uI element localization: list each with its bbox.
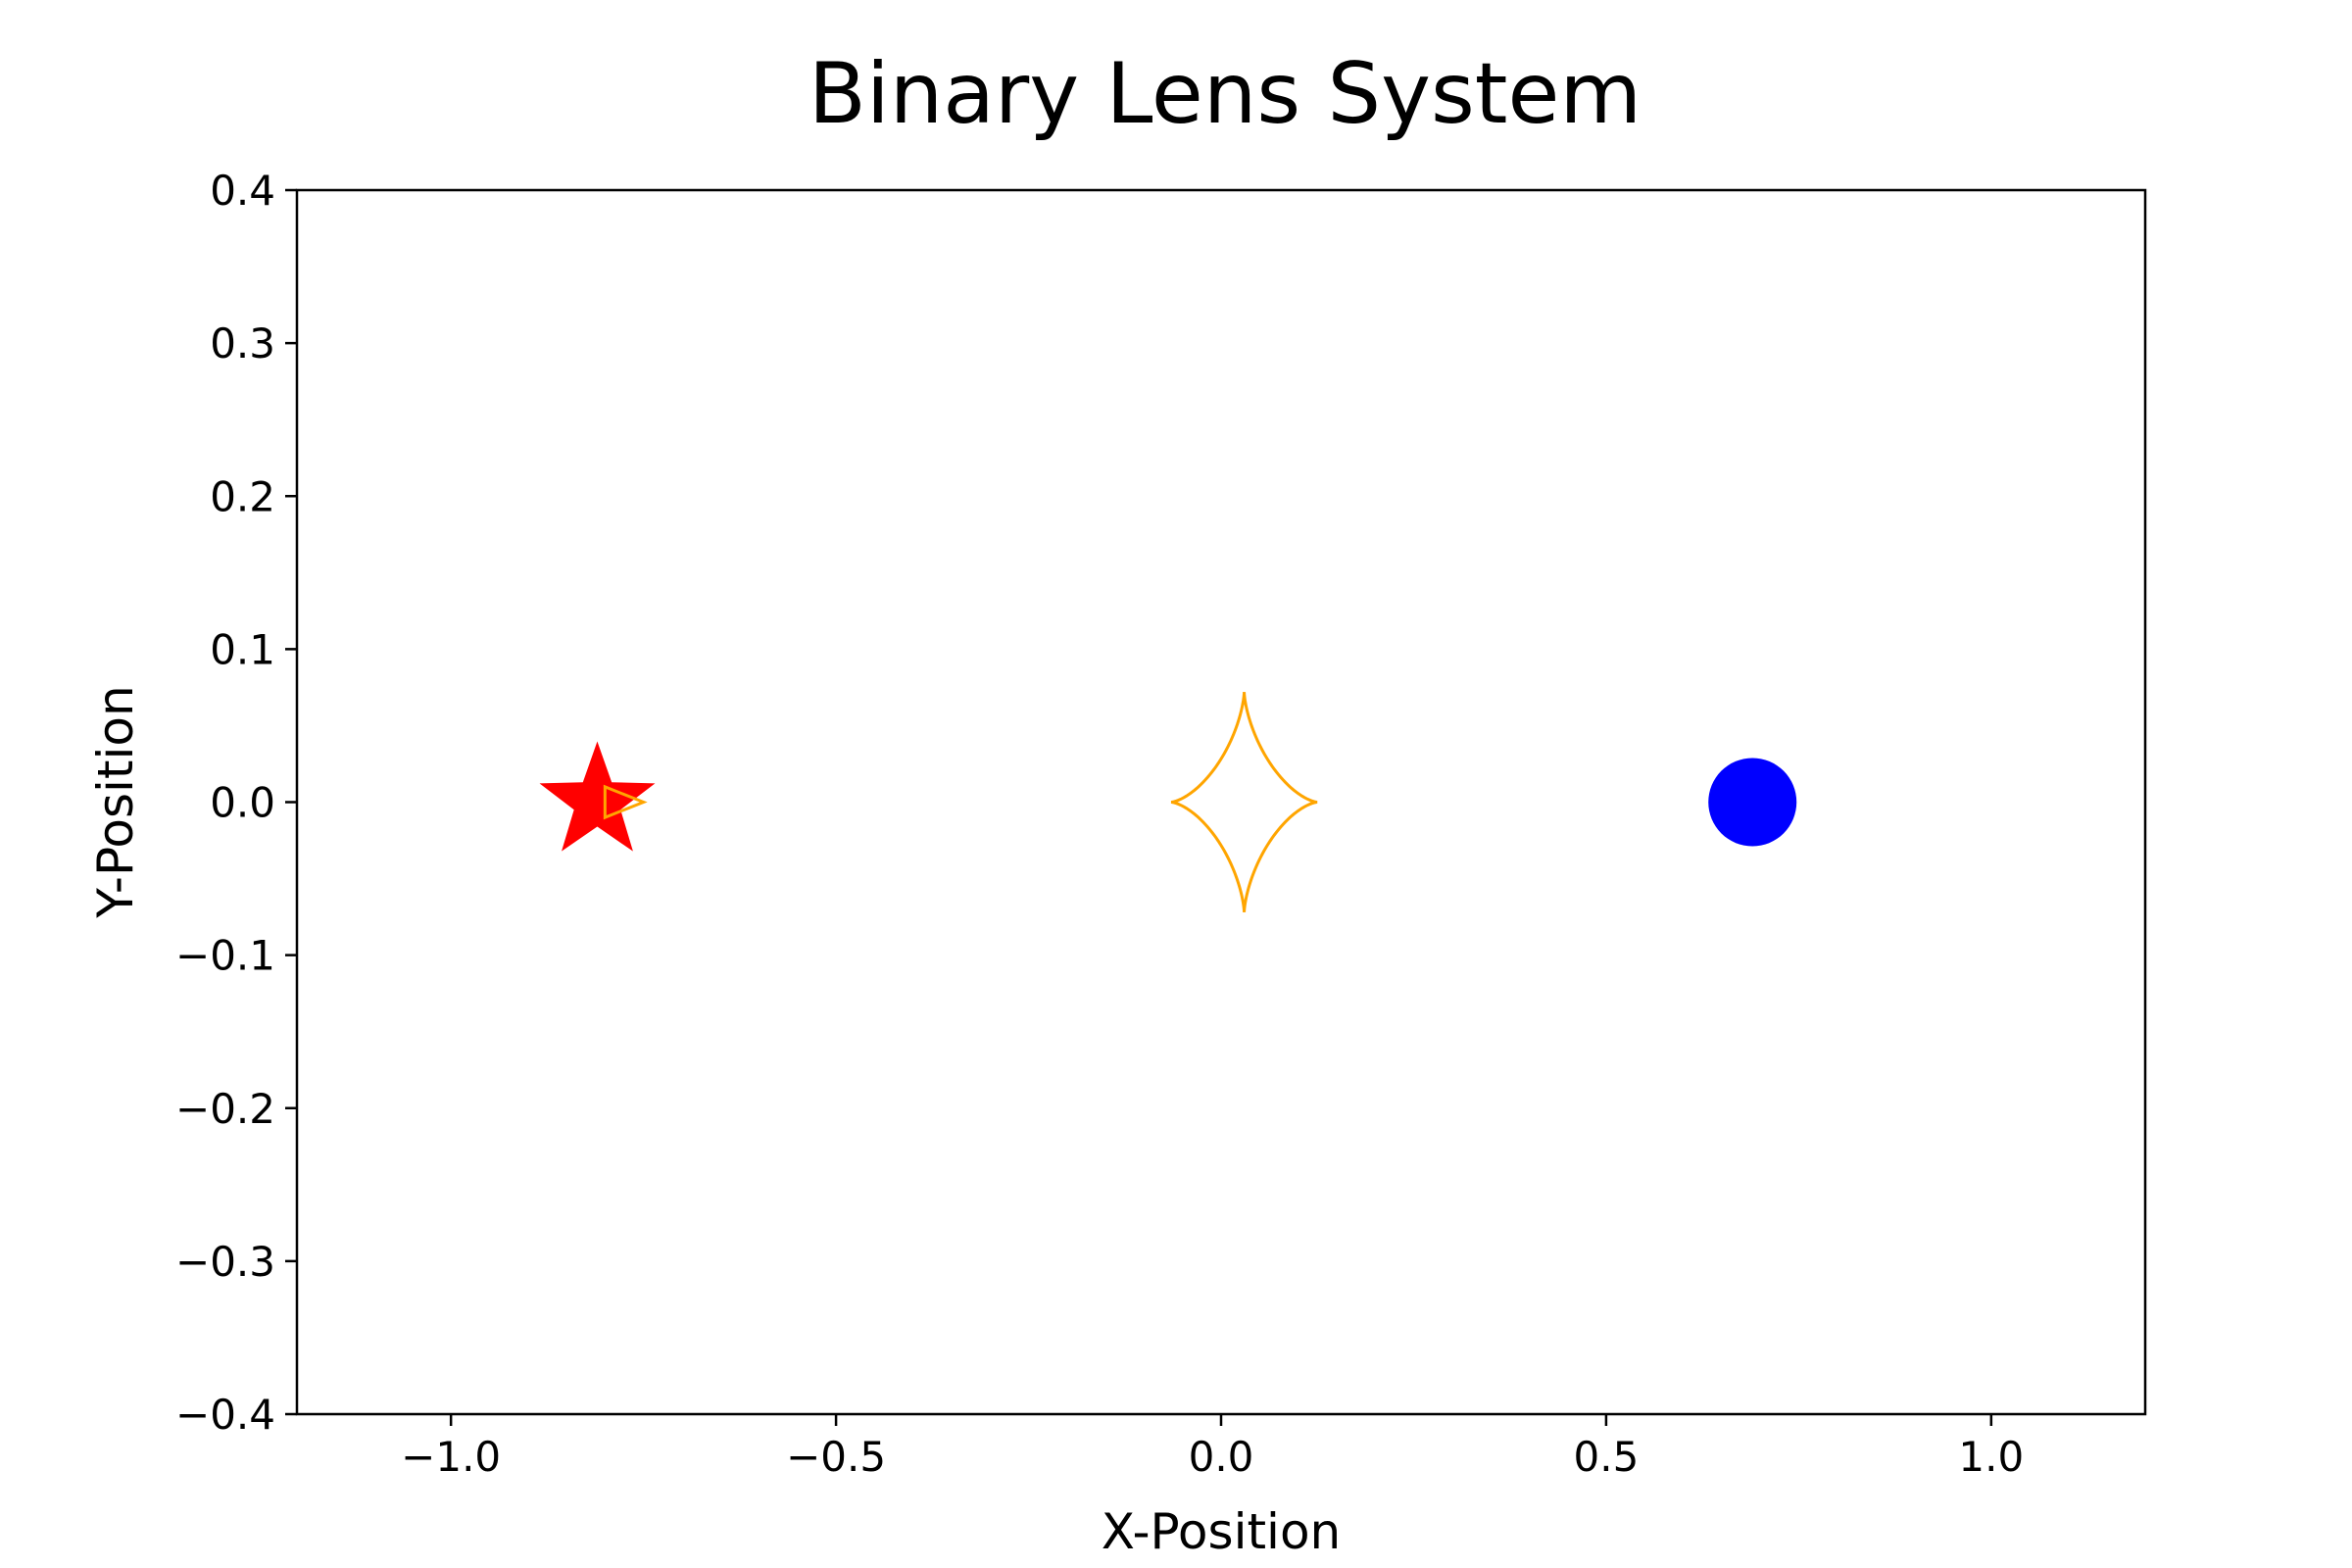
chart-title: Binary Lens System <box>808 45 1642 143</box>
y-tick-label: 0.3 <box>210 319 275 368</box>
lens-markers <box>539 741 1797 852</box>
y-tick-label: −0.1 <box>175 932 275 980</box>
y-tick-label: −0.4 <box>175 1391 275 1439</box>
y-tick-label: −0.3 <box>175 1238 275 1286</box>
x-axis-label: X-Position <box>1102 1503 1341 1560</box>
y-tick-label: 0.2 <box>210 472 275 520</box>
x-tick-label: 1.0 <box>1958 1433 2024 1481</box>
y-axis-label: Y-Position <box>87 685 144 918</box>
central-caustic <box>1170 691 1318 913</box>
x-tick-label: 0.5 <box>1574 1433 1640 1481</box>
y-tick-label: 0.0 <box>210 779 275 827</box>
x-tick-label: −1.0 <box>401 1433 501 1481</box>
plot-area: −1.0 −0.5 0.0 0.5 1.0 −0.4 −0.3 −0.2 −0.1 0.0 0.1… <box>175 167 2147 1481</box>
primary-lens-star-marker <box>539 741 656 852</box>
x-axis-ticks: −1.0 −0.5 0.0 0.5 1.0 <box>401 1414 2024 1481</box>
planetary-caustic <box>603 784 648 820</box>
secondary-lens-circle-marker <box>1708 758 1797 847</box>
y-tick-label: −0.2 <box>175 1085 275 1133</box>
y-axis-ticks: −0.4 −0.3 −0.2 −0.1 0.0 0.1 0.2 0.3 0.4 <box>175 167 297 1439</box>
y-tick-label: 0.4 <box>210 167 275 215</box>
caustic-curves <box>1170 691 1318 913</box>
x-tick-label: 0.0 <box>1189 1433 1254 1481</box>
x-tick-label: −0.5 <box>786 1433 886 1481</box>
y-tick-label: 0.1 <box>210 625 275 673</box>
